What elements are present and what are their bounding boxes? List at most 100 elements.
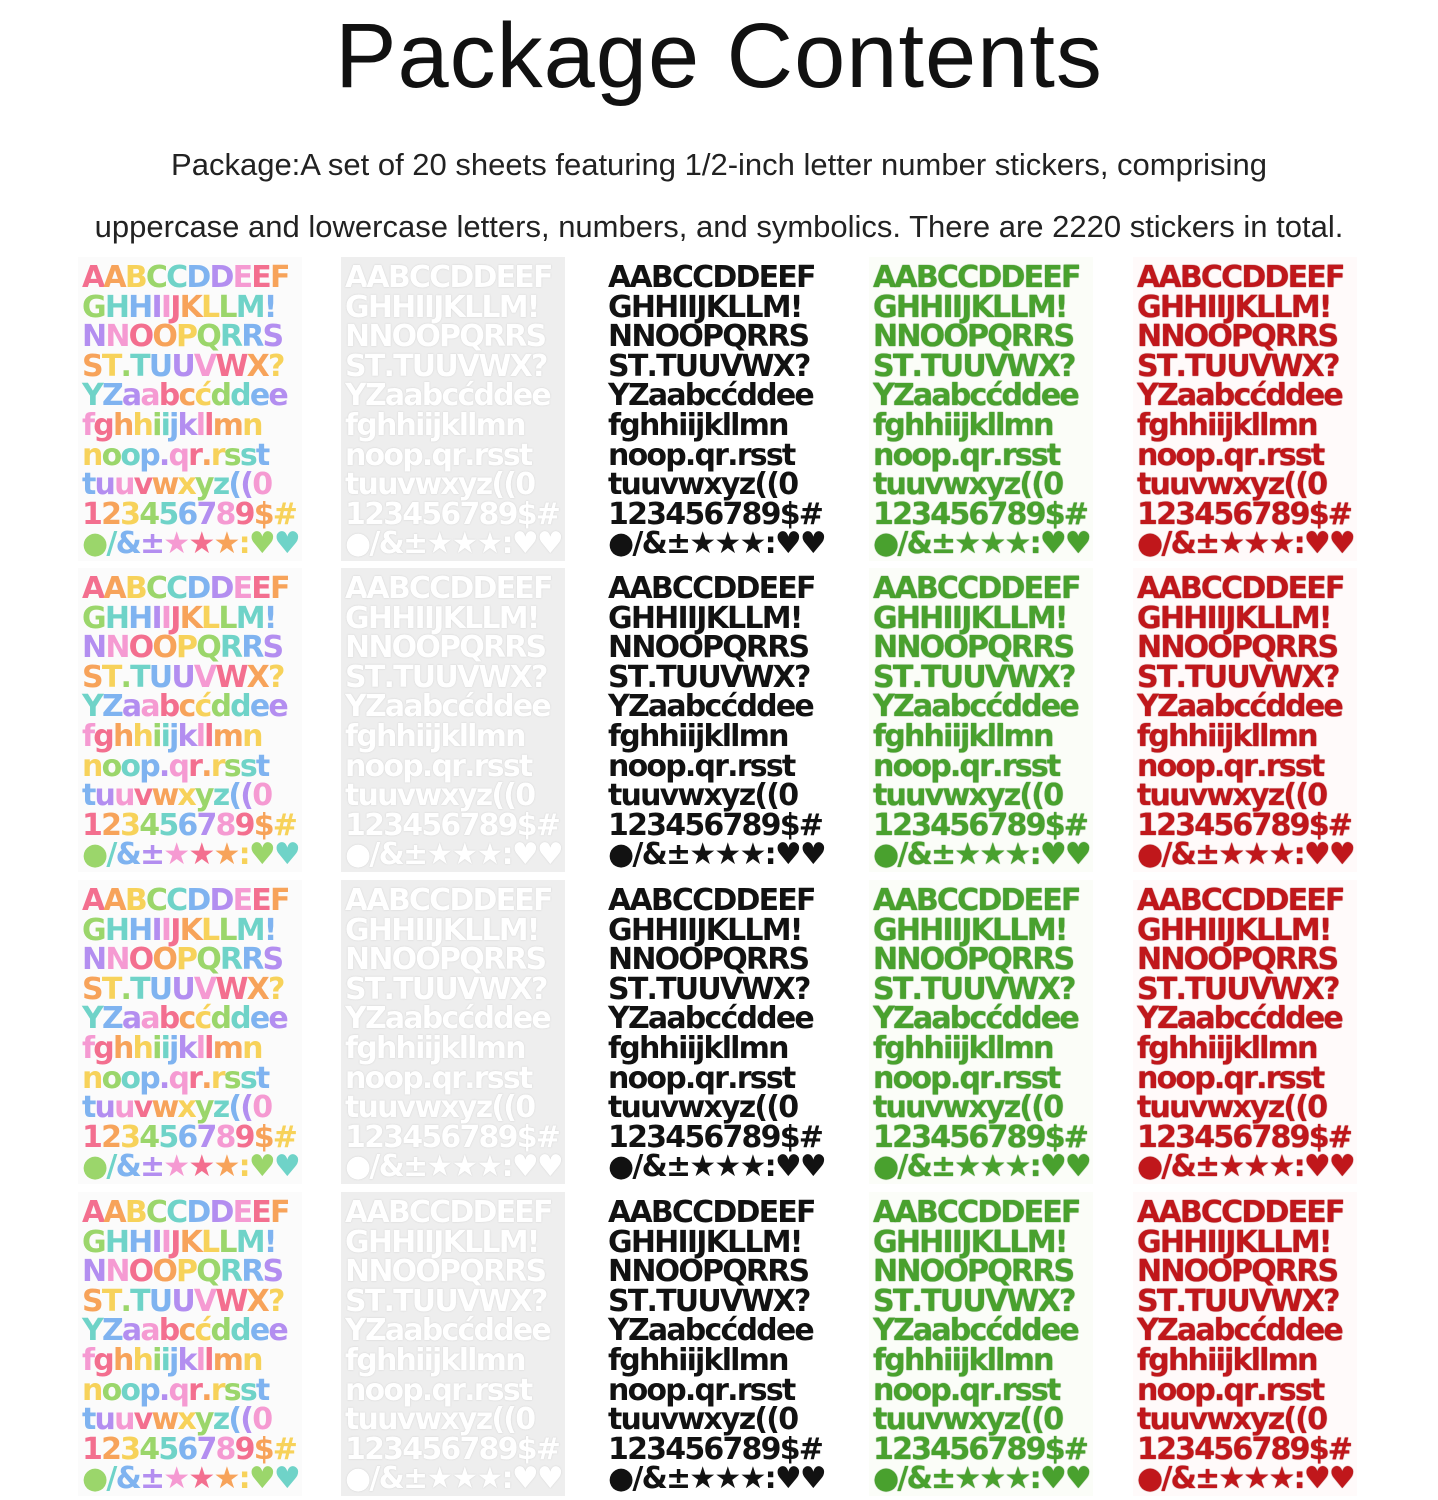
sticker-character: O — [415, 319, 440, 355]
sticker-character: J — [170, 289, 181, 325]
sticker-character: e — [512, 378, 533, 414]
sticker-character: x — [703, 467, 722, 503]
sticker-character: R — [1032, 630, 1055, 666]
sticker-character: ♥ — [536, 1461, 564, 1496]
sticker-character: 6 — [177, 496, 198, 532]
sticker-character: ( — [1295, 467, 1309, 503]
sticker-character: L — [218, 1224, 237, 1260]
sticker-character: W — [478, 348, 511, 384]
sticker-row: 123456789$# — [608, 1434, 824, 1465]
sticker-character: Y — [608, 1313, 630, 1349]
sticker-character: H — [1159, 912, 1185, 948]
sticker-character: I — [951, 1224, 963, 1260]
sticker-character: w — [677, 1402, 705, 1438]
sticker-character: 6 — [440, 1431, 461, 1467]
sticker-character: C — [408, 883, 431, 918]
sticker-row: 123456789$# — [345, 1431, 561, 1467]
sticker-character: ● — [1137, 1149, 1163, 1184]
sticker-character: v — [1188, 467, 1209, 503]
sticker-character: ć — [194, 689, 212, 725]
sticker-character: : — [1029, 1461, 1042, 1496]
sticker-character: ● — [345, 526, 371, 561]
sticker-character: f — [608, 407, 621, 443]
sticker-character: ( — [503, 1402, 517, 1438]
sticker-character: h — [1187, 1030, 1209, 1066]
sticker-character: ★ — [1243, 526, 1270, 561]
sticker-character: e — [249, 1001, 270, 1037]
sticker-character: n — [608, 1060, 629, 1096]
sticker-row: 123456789$# — [1137, 1431, 1353, 1467]
sticker-character: H — [104, 289, 130, 325]
sticker-character: E — [1287, 883, 1308, 918]
sticker-character: ( — [240, 467, 254, 503]
sticker-character: ± — [930, 837, 956, 872]
sticker-character: T — [627, 971, 648, 1007]
sticker-character: ? — [267, 971, 285, 1007]
sticker-character: : — [1029, 837, 1042, 872]
sticker-character: A — [103, 571, 126, 606]
sticker-character: Q — [196, 630, 221, 666]
sticker-row: YZaabcćddee — [345, 1316, 561, 1346]
sticker-character: 0 — [1043, 1402, 1064, 1438]
sticker-character: r — [736, 1372, 752, 1408]
sticker-character: K — [970, 912, 994, 948]
sticker-character: D — [1264, 883, 1289, 918]
sticker-character: L — [1256, 912, 1275, 948]
sticker-character: N — [105, 1254, 130, 1290]
sticker-character: c — [969, 378, 987, 414]
sticker-character: J — [961, 1224, 972, 1260]
sticker-character: z — [212, 778, 230, 814]
sticker-character: 8 — [741, 1119, 763, 1155]
sticker-character: . — [383, 659, 394, 695]
sticker-character: o — [1156, 437, 1178, 473]
sticker-character: W — [1270, 348, 1303, 384]
sticker-row: YZaabcćddee — [608, 692, 824, 722]
sticker-row: AABCCDDEEF — [873, 886, 1089, 916]
sticker-row: tuuvwxyz((0 — [345, 781, 561, 811]
sticker-row: NNOOPQRRS — [873, 945, 1089, 975]
sticker-character: T — [393, 971, 413, 1007]
sticker-character: . — [158, 748, 170, 784]
sticker-character: # — [272, 1119, 298, 1155]
sticker-character: C — [1221, 571, 1243, 606]
sticker-character: d — [1021, 378, 1042, 414]
package-description: Package:A set of 20 sheets featuring 1/2… — [0, 134, 1438, 258]
sticker-character: u — [640, 1402, 661, 1438]
sticker-character: K — [442, 289, 466, 325]
sticker-character: L — [464, 912, 483, 948]
sticker-character: E — [1306, 571, 1326, 606]
sticker-character: ♥ — [799, 1149, 827, 1184]
sticker-character: a — [647, 1313, 668, 1349]
sticker-character: k — [968, 718, 989, 754]
sticker-character: N — [631, 942, 656, 978]
sticker-character: j — [169, 1342, 179, 1378]
sticker-character: K — [970, 600, 994, 636]
sticker-character: 0 — [1043, 1090, 1064, 1126]
sticker-character: ★ — [689, 1461, 716, 1496]
sticker-character: 6 — [1232, 1431, 1253, 1467]
sticker-character: U — [674, 348, 699, 384]
sticker-character: i — [1207, 718, 1217, 754]
sticker-character: v — [659, 778, 680, 814]
sticker-character: # — [272, 496, 298, 532]
sticker-character: . — [992, 437, 1003, 473]
sticker-character: h — [658, 1030, 680, 1066]
sticker-character: H — [895, 912, 921, 948]
sticker-character: X — [509, 971, 533, 1007]
sticker-character: / — [106, 1149, 117, 1184]
sticker-character: 3 — [383, 496, 404, 532]
sticker-character: ( — [491, 1090, 505, 1126]
sticker-character: 4 — [139, 1431, 160, 1467]
sticker-character: o — [1175, 1372, 1196, 1408]
sticker-character: f — [608, 1342, 621, 1378]
sticker-character: . — [1175, 348, 1186, 384]
sticker-character: 7 — [987, 1431, 1008, 1467]
sticker-character: s — [765, 748, 784, 784]
sticker-row: noop.qr.rsst — [873, 1375, 1089, 1406]
sticker-character: N — [82, 942, 107, 978]
sticker-character: P — [702, 630, 724, 666]
sticker-row: tuuvwxyz((0 — [873, 1093, 1089, 1123]
sticker-character: g — [356, 1030, 377, 1066]
sticker-row: GHHIIJKLLM! — [873, 600, 1089, 636]
sticker-character: s — [502, 748, 521, 784]
